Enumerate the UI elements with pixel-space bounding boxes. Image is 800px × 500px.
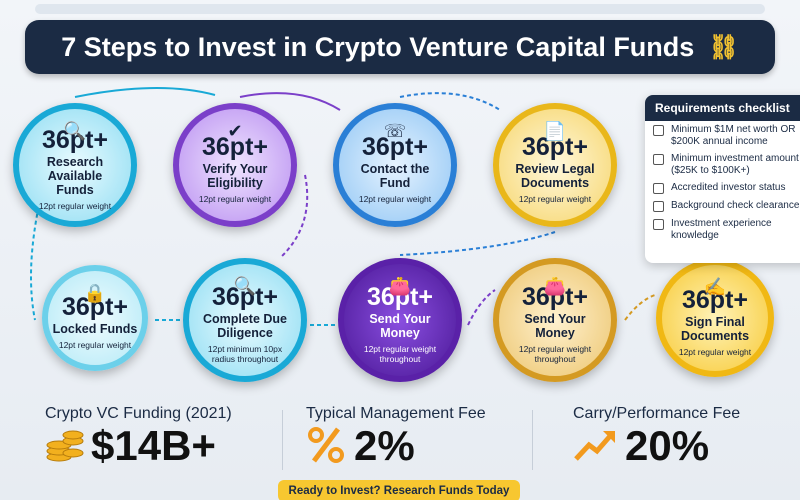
cta-button[interactable]: Ready to Invest? Research Funds Today: [278, 480, 520, 500]
step-note: 12pt regular weight: [518, 193, 592, 204]
step-icon: ✔: [227, 121, 243, 141]
checklist-title: Requirements checklist: [645, 95, 800, 121]
arrow: [239, 92, 341, 111]
step-size: 36pt+: [361, 133, 428, 162]
coins-icon: [46, 430, 84, 462]
divider: [532, 410, 533, 470]
stat: Crypto VC Funding (2021) $14B+: [45, 405, 232, 467]
percent-icon: [308, 427, 344, 463]
title-icon: ⛓: [708, 33, 739, 61]
arrow: [467, 289, 496, 326]
step-size: 36pt+: [521, 283, 588, 312]
checkbox: [653, 201, 664, 212]
checkbox: [653, 125, 664, 136]
step-note: 12pt regular weight: [678, 346, 752, 357]
checklist-item: Investment experience knowledge: [645, 215, 800, 244]
step-label: Review Legal Documents: [515, 162, 595, 191]
checklist-text: Minimum investment amount ($25K to $100K…: [671, 153, 799, 176]
step-label: Locked Funds: [52, 322, 138, 337]
step-note: 12pt regular weight throughout: [518, 343, 592, 364]
title: 7 Steps to Invest in Crypto Venture Capi…: [61, 31, 695, 62]
checklist-item: Background check clearance: [645, 197, 800, 215]
checklist-text: Accredited investor status: [671, 182, 786, 193]
step-circle: ☏ 36pt+ Contact the Fund 12pt regular weigh…: [333, 103, 457, 227]
stat-value: $14B+: [91, 422, 216, 469]
step-circle: 🔍 36pt+ Complete Due Diligence 12pt minimum…: [183, 258, 307, 382]
stat-value: 2%: [354, 422, 415, 469]
step-label: Sign Final Documents: [680, 315, 750, 344]
step-circle: 👛 36pt+ Send Your Money 12pt regular weight…: [493, 258, 617, 382]
checklist-text: Minimum $1M net worth OR $200K annual in…: [671, 124, 796, 147]
step-size: 36pt+: [681, 286, 748, 315]
top-bar: [35, 4, 765, 14]
step-icon: 👛: [543, 276, 567, 296]
step-circle: 👛 36pt+ Send Your Money 12pt regular weight…: [338, 258, 462, 382]
arrow: [624, 294, 656, 321]
step-label: Verify Your Eligibility: [202, 162, 268, 191]
stat: Typical Management Fee 2%: [306, 405, 486, 467]
checklist-text: Background check clearance: [671, 200, 800, 211]
step-icon: ☏: [383, 121, 407, 141]
step-label: Contact the Fund: [360, 162, 430, 191]
stat-label: Typical Management Fee: [306, 405, 486, 422]
stat-value: 20%: [625, 422, 710, 469]
stat-label: Crypto VC Funding (2021): [45, 405, 232, 422]
step-note: 12pt regular weight: [38, 200, 112, 211]
step-label: Send Your Money: [524, 312, 586, 341]
step-circle: 🔒 36pt+ Locked Funds 12pt regular weight: [42, 265, 148, 371]
step-icon: ✍: [703, 277, 727, 297]
arrow: [399, 92, 501, 111]
step-note: 12pt regular weight throughout: [363, 343, 437, 364]
step-icon: 🔍: [63, 121, 87, 141]
title-bar: 7 Steps to Invest in Crypto Venture Capi…: [25, 20, 775, 74]
arrow: [279, 174, 309, 259]
step-note: 12pt regular weight: [58, 339, 132, 350]
trend-icon: [574, 431, 615, 461]
step-icon: 👛: [388, 276, 412, 296]
step-circle: ✍ 36pt+ Sign Final Documents 12pt regular w…: [656, 259, 774, 377]
checklist-item: Minimum investment amount ($25K to $100K…: [645, 150, 800, 179]
checklist-text: Investment experience knowledge: [671, 218, 772, 241]
step-size: 36pt+: [61, 293, 128, 322]
step-size: 36pt+: [521, 133, 588, 162]
checklist: Requirements checklist Minimum $1M net w…: [645, 95, 800, 263]
checkbox: [653, 154, 664, 165]
step-icon: 🔒: [83, 283, 107, 303]
step-icon: 🔍: [233, 276, 257, 296]
step-label: Send Your Money: [369, 312, 431, 341]
checklist-items: Minimum $1M net worth OR $200K annual in…: [645, 121, 800, 244]
step-circle: ✔ 36pt+ Verify Your Eligibility 12pt regula…: [173, 103, 297, 227]
checklist-item: Minimum $1M net worth OR $200K annual in…: [645, 121, 800, 150]
step-note: 12pt minimum 10px radius throughout: [207, 343, 283, 364]
arrow: [30, 199, 41, 321]
step-note: 12pt regular weight: [198, 193, 272, 204]
step-circle: 🔍 36pt+ Research Available Funds 12pt regul…: [13, 103, 137, 227]
step-icon: 📄: [543, 121, 567, 141]
step-label: Research Available Funds: [46, 155, 104, 197]
stat: Carry/Performance Fee 20%: [573, 405, 740, 467]
step-size: 36pt+: [41, 126, 108, 155]
step-size: 36pt+: [366, 283, 433, 312]
step-size: 36pt+: [211, 283, 278, 312]
checkbox: [653, 219, 664, 230]
checkbox: [653, 183, 664, 194]
arrow: [399, 231, 556, 256]
checklist-item: Accredited investor status: [645, 179, 800, 197]
arrow: [74, 87, 216, 98]
step-note: 12pt regular weight: [358, 193, 432, 204]
step-label: Complete Due Diligence: [202, 312, 288, 341]
divider: [282, 410, 283, 470]
stat-label: Carry/Performance Fee: [573, 405, 741, 422]
step-size: 36pt+: [201, 133, 268, 162]
step-circle: 📄 36pt+ Review Legal Documents 12pt regular…: [493, 103, 617, 227]
